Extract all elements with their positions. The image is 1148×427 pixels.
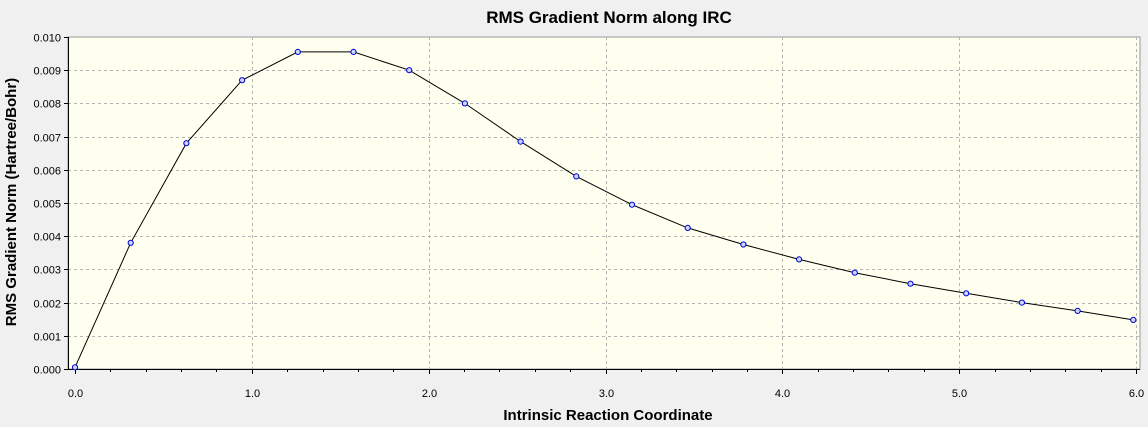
y-tick-label: 0.005 xyxy=(33,199,61,211)
data-point xyxy=(183,140,190,147)
data-point xyxy=(1074,307,1081,314)
data-point xyxy=(963,290,970,297)
data-point xyxy=(71,364,79,371)
data-point xyxy=(517,138,524,145)
y-tick-label: 0.002 xyxy=(33,299,61,311)
plot-layer: 0.000 0.001 0.002 0.003 0.004 0.005 0.006 0.007… xyxy=(33,33,1144,401)
x-tick-label: 5.0 xyxy=(952,388,967,400)
x-tick-label: 1.0 xyxy=(245,388,260,400)
data-point xyxy=(350,48,357,56)
y-tick-label: 0.000 xyxy=(33,365,61,377)
x-axis-label: Intrinsic Reaction Coordinate xyxy=(503,407,712,424)
data-point xyxy=(1018,299,1026,306)
chart-title: RMS Gradient Norm along IRC xyxy=(486,8,732,27)
data-point xyxy=(796,256,803,263)
data-point xyxy=(294,48,301,56)
series-line xyxy=(74,51,1134,368)
y-tick-label: 0.009 xyxy=(33,66,61,78)
y-tick-label: 0.003 xyxy=(33,265,61,277)
data-point xyxy=(907,280,914,287)
data-point xyxy=(851,269,858,276)
y-tick-label: 0.010 xyxy=(33,33,61,45)
x-tick-label: 4.0 xyxy=(775,388,790,400)
x-tick-label: 2.0 xyxy=(422,388,437,400)
data-point xyxy=(127,239,134,246)
data-point xyxy=(684,224,691,231)
y-tick-label: 0.001 xyxy=(33,332,61,344)
data-point xyxy=(573,173,580,180)
data-point xyxy=(406,67,413,74)
y-tick-label: 0.004 xyxy=(33,232,61,244)
data-point xyxy=(740,241,747,248)
y-tick-label: 0.006 xyxy=(33,166,61,178)
y-axis-label: RMS Gradient Norm (Hartree/Bohr) xyxy=(3,78,20,326)
data-point xyxy=(628,201,636,208)
x-tick-label: 6.0 xyxy=(1129,388,1144,400)
data-point xyxy=(461,100,468,107)
x-tick-label: 3.0 xyxy=(599,388,614,400)
y-tick-label: 0.007 xyxy=(33,133,61,145)
y-tick-label: 0.008 xyxy=(33,99,61,111)
data-point xyxy=(1130,316,1137,323)
x-tick-label: 0.0 xyxy=(68,388,83,400)
data-point xyxy=(239,77,246,84)
